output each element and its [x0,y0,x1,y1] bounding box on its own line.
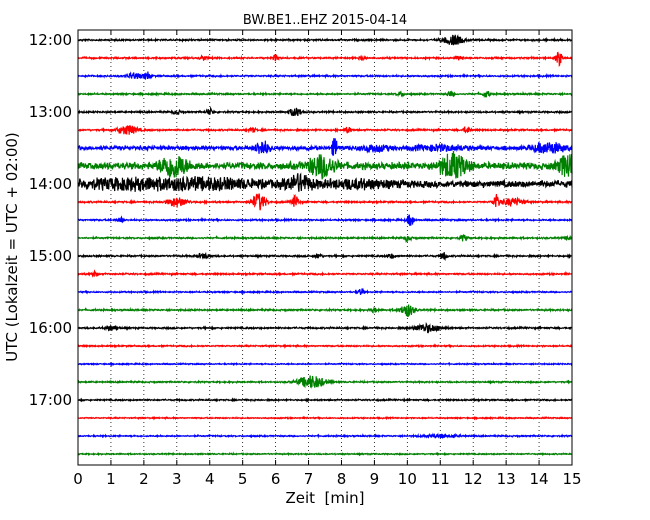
x-axis-label: Zeit [min] [285,489,364,507]
trace-line [77,193,573,211]
trace-line [77,304,573,317]
trace-line [77,151,573,180]
trace-line [77,375,573,389]
x-tick-label: 15 [562,470,581,488]
plot-frame [77,29,573,466]
trace-line [77,34,573,46]
y-tick-label: 12:00 [29,31,72,49]
x-tick-label: 10 [398,470,417,488]
y-tick-label: 16:00 [29,319,72,337]
trace-line [77,106,573,117]
trace-line [77,343,573,349]
trace-line [77,214,573,226]
grid-lines [110,30,540,465]
x-tick-label: 9 [370,470,380,488]
x-tick-label: 14 [530,470,549,488]
x-tick-label: 12 [464,470,483,488]
trace-line [77,397,573,403]
trace-line [77,233,573,243]
y-tick-label: 14:00 [29,175,72,193]
x-tick-label: 8 [337,470,347,488]
trace-line [77,172,573,192]
x-tick-label: 0 [73,470,83,488]
trace-line [77,269,573,278]
x-tick-label: 4 [205,470,215,488]
trace-line [77,432,573,440]
trace-line [77,451,573,457]
y-axis-label: UTC (Lokalzeit = UTC + 02:00) [3,132,21,362]
x-tick-label: 2 [139,470,149,488]
trace-line [77,138,573,157]
y-tick-label: 13:00 [29,103,72,121]
y-axis: 12:00 13:00 14:00 15:00 16:00 17:00 [29,31,572,409]
trace-group [77,34,573,457]
x-tick-label: 5 [238,470,248,488]
x-tick-label: 7 [304,470,314,488]
trace-line [77,51,573,67]
trace-line [77,321,573,334]
x-tick-label: 3 [172,470,182,488]
trace-line [77,287,573,295]
trace-line [77,90,573,99]
trace-line [77,361,573,367]
x-tick-label: 13 [497,470,516,488]
trace-line [77,124,573,135]
trace-line [77,251,573,262]
trace-line [77,415,573,421]
y-tick-label: 17:00 [29,391,72,409]
x-axis: 0 1 2 3 4 5 6 7 8 9 10 11 12 13 14 15 [73,30,582,488]
trace-line [77,71,573,80]
y-tick-label: 15:00 [29,247,72,265]
x-tick-label: 11 [431,470,450,488]
x-tick-label: 1 [106,470,116,488]
chart-title: BW.BE1..EHZ 2015-04-14 [243,13,407,28]
x-tick-label: 6 [271,470,281,488]
